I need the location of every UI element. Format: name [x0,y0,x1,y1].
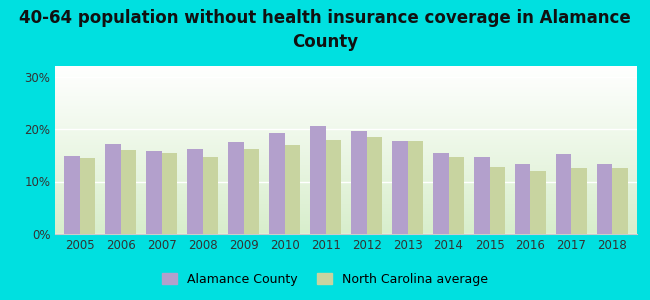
Bar [556,154,571,234]
Bar [474,157,489,234]
Bar [105,144,121,234]
Bar [571,168,587,234]
Bar [80,158,96,234]
Bar [597,164,612,234]
Legend: Alamance County, North Carolina average: Alamance County, North Carolina average [157,268,493,291]
Bar [244,149,259,234]
Bar [448,157,464,234]
Bar [64,156,80,234]
Bar [203,157,218,234]
Bar [408,141,423,234]
Bar [367,137,382,234]
Bar [392,140,408,234]
Bar [121,150,136,234]
Bar [162,153,177,234]
Bar [269,133,285,234]
Bar [612,168,628,234]
Bar [228,142,244,234]
Bar [433,153,448,234]
Bar [285,145,300,234]
Bar [187,149,203,234]
Bar [310,126,326,234]
Bar [326,140,341,234]
Bar [515,164,530,234]
Bar [351,130,367,234]
Bar [489,167,505,234]
Bar [530,171,546,234]
Bar [146,151,162,234]
Text: 40-64 population without health insurance coverage in Alamance
County: 40-64 population without health insuranc… [19,9,631,51]
